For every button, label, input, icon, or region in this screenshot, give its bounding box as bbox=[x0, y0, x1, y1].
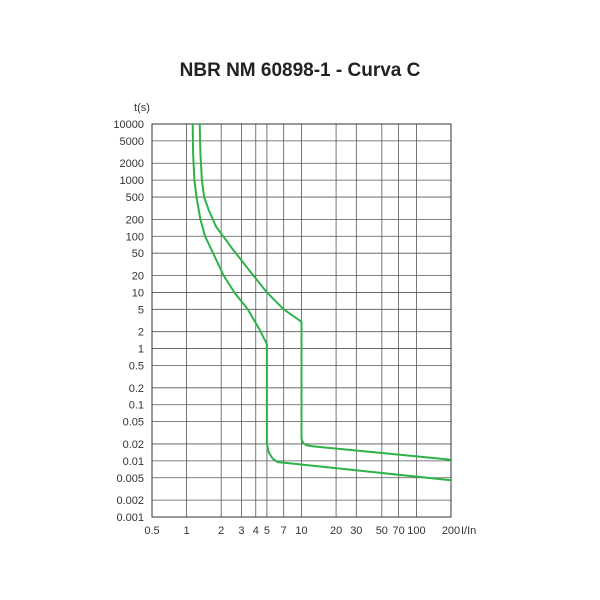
y-tick-label: 0.001 bbox=[116, 512, 144, 524]
y-tick-label: 500 bbox=[126, 192, 144, 204]
y-tick-label: 0.1 bbox=[129, 400, 144, 412]
x-tick-label: 100 bbox=[407, 525, 425, 537]
y-tick-label: 5000 bbox=[120, 136, 144, 148]
plot-frame bbox=[151, 123, 452, 518]
y-tick-label: 0.01 bbox=[123, 456, 144, 468]
y-tick-label: 0.005 bbox=[116, 473, 144, 485]
y-gridlines bbox=[152, 123, 451, 518]
trip-curve-line-2 bbox=[198, 123, 452, 461]
chart-title: NBR NM 60898-1 - Curva C bbox=[179, 60, 421, 81]
y-tick-label: 100 bbox=[126, 231, 144, 243]
x-tick-label: 70 bbox=[392, 525, 404, 537]
y-tick-label: 5 bbox=[138, 304, 144, 316]
y-tick-label: 10 bbox=[132, 287, 144, 299]
y-tick-label: 10000 bbox=[113, 119, 144, 131]
x-tick-label: 30 bbox=[350, 525, 362, 537]
y-tick-label: 2 bbox=[138, 327, 144, 339]
y-tick-label: 50 bbox=[132, 248, 144, 260]
y-tick-label: 200 bbox=[126, 214, 144, 226]
y-tick-label: 1 bbox=[138, 344, 144, 356]
y-tick-label: 0.002 bbox=[116, 495, 144, 507]
y-tick-labels: 0.001 0.002 0.005 0.01 0.02 0.05 0.1 0.2 0.5 1 2 5 1… bbox=[113, 119, 144, 524]
x-tick-label: 5 bbox=[264, 525, 270, 537]
x-tick-label: 7 bbox=[281, 525, 287, 537]
x-tick-label: 200 bbox=[442, 525, 460, 537]
x-tick-label: 1 bbox=[184, 525, 190, 537]
x-tick-label: 20 bbox=[330, 525, 342, 537]
x-tick-label: 50 bbox=[376, 525, 388, 537]
y-tick-label: 0.2 bbox=[129, 383, 144, 395]
x-tick-label: 4 bbox=[253, 525, 259, 537]
y-tick-label: 2000 bbox=[120, 158, 144, 170]
x-tick-label: 10 bbox=[295, 525, 307, 537]
y-tick-label: 20 bbox=[132, 271, 144, 283]
series-group bbox=[191, 123, 452, 482]
y-tick-label: 0.02 bbox=[123, 439, 144, 451]
x-tick-label: 3 bbox=[238, 525, 244, 537]
y-tick-label: 0.5 bbox=[129, 360, 144, 372]
x-tick-labels: 0.5 1 2 3 4 5 7 10 20 30 50 70 100 200 bbox=[144, 525, 460, 537]
y-tick-label: 0.05 bbox=[123, 417, 144, 429]
y-tick-label: 1000 bbox=[120, 175, 144, 187]
x-tick-label: 0.5 bbox=[144, 525, 159, 537]
trip-curve-line-1 bbox=[191, 123, 452, 482]
x-tick-label: 2 bbox=[218, 525, 224, 537]
x-axis-label: I/In bbox=[461, 525, 476, 537]
x-gridlines bbox=[186, 124, 452, 517]
y-axis-label: t(s) bbox=[134, 102, 150, 114]
